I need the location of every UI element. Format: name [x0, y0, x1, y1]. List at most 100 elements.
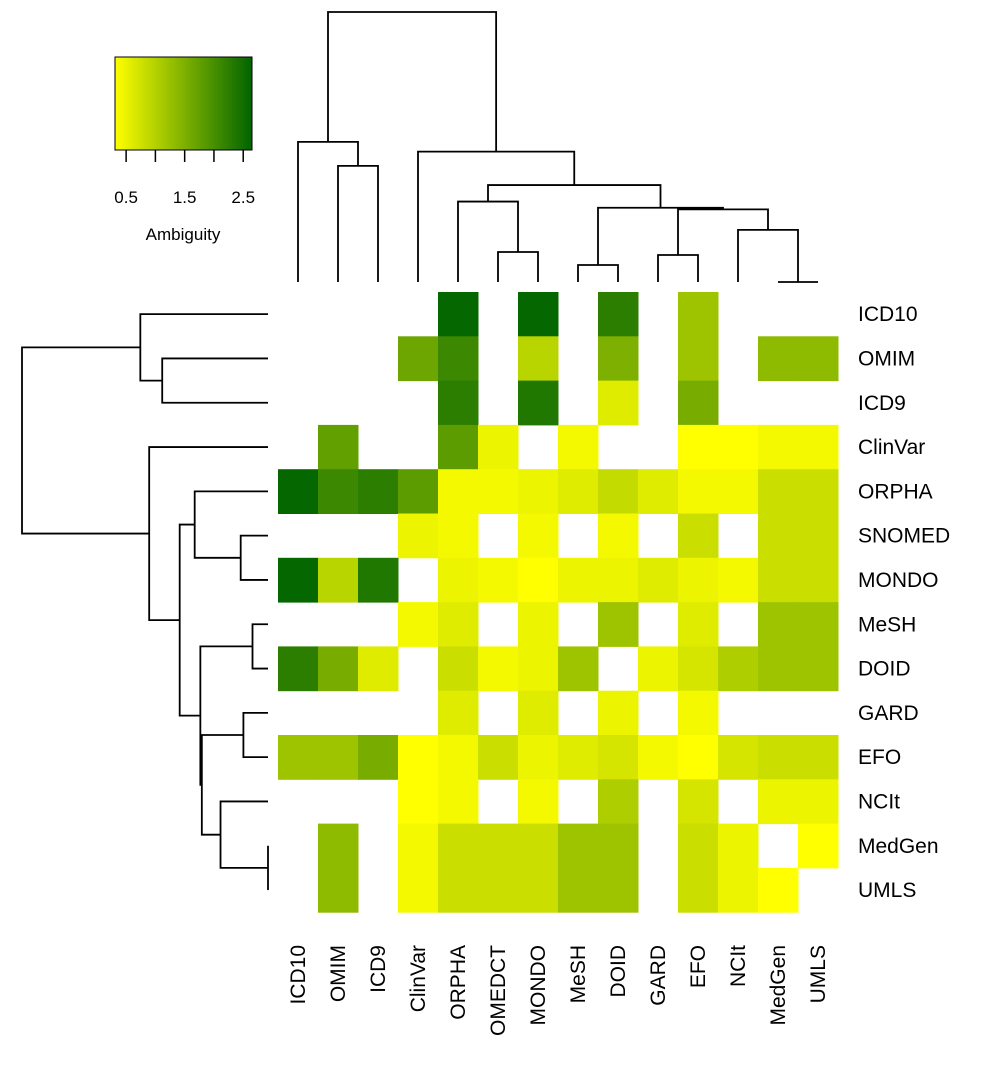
column-label: OMEDCT [487, 945, 510, 1036]
heatmap-cell-GARD-EFO [678, 690, 719, 736]
heatmap-cell-UMLS-EFO [678, 867, 719, 913]
heatmap-cell-MONDO-DOID [598, 557, 639, 603]
row-label: ORPHA [858, 480, 933, 503]
heatmap-cell-ORPHA-MedGen [758, 469, 799, 514]
heatmap-cell-SNOMED-EFO [678, 513, 719, 559]
dendrogram-branch [497, 251, 539, 282]
heatmap-cell-MedGen-OMEDCT [478, 823, 519, 869]
heatmap-cell-DOID-ICD10 [278, 646, 319, 692]
heatmap-cell-ClinVar-NCIt [718, 424, 759, 470]
column-label: MeSH [567, 945, 590, 1003]
dendrogram-branch [737, 228, 799, 282]
heatmap-cell-GARD-ORPHA [438, 690, 479, 736]
heatmap-cell-EFO-EFO [678, 735, 719, 780]
heatmap-cell-MeSH-UMLS [798, 602, 839, 647]
heatmap-cell-UMLS-NCIt [718, 867, 759, 913]
heatmap-cell-ClinVar-OMEDCT [478, 424, 519, 470]
heatmap-cell-EFO-ICD10 [278, 735, 319, 780]
row-label: EFO [858, 746, 901, 769]
heatmap-cell-DOID-ICD9 [358, 646, 399, 692]
dendrogram-branch [219, 800, 268, 869]
heatmap-cell-MONDO-OMIM [318, 557, 359, 603]
heatmap-cell-DOID-MedGen [758, 646, 799, 692]
dendrogram-branch [139, 313, 268, 382]
row-dendrogram [21, 313, 269, 891]
heatmap-cell-SNOMED-ClinVar [398, 513, 439, 559]
dendrogram-branch [657, 254, 699, 282]
heatmap-cell-MedGen-MeSH [558, 823, 599, 869]
dendrogram-branch [178, 523, 201, 717]
row-label: GARD [858, 702, 919, 725]
heatmap-cell-EFO-MeSH [558, 735, 599, 780]
heatmap-cell-MedGen-OMIM [318, 823, 359, 869]
dendrogram-branch [193, 490, 268, 559]
heatmap-cell-NCIt-ClinVar [398, 779, 439, 825]
heatmap-cell-ORPHA-UMLS [798, 469, 839, 514]
heatmap-cell-ORPHA-GARD [638, 469, 679, 514]
heatmap-cell-MONDO-NCIt [718, 557, 759, 603]
heatmap-cell-ClinVar-OMIM [318, 424, 359, 470]
heatmap-cell-SNOMED-DOID [598, 513, 639, 559]
dendrogram-branch [199, 645, 253, 786]
heatmap-cell-MONDO-MeSH [558, 557, 599, 603]
heatmap-cell-DOID-NCIt [718, 646, 759, 692]
heatmap-cell-OMIM-EFO [678, 336, 719, 382]
row-label: ICD10 [858, 303, 918, 326]
dendrogram-branch [337, 165, 379, 282]
dendrogram-branch [242, 711, 268, 759]
heatmap-cell-GARD-DOID [598, 690, 639, 736]
column-label: EFO [687, 945, 710, 988]
heatmap-cell-MeSH-ClinVar [398, 602, 439, 647]
heatmap-cell-UMLS-MedGen [758, 867, 799, 913]
heatmap-cell-ICD10-EFO [678, 292, 719, 337]
heatmap-cell-DOID-OMIM [318, 646, 359, 692]
heatmap-cell-EFO-DOID [598, 735, 639, 780]
heatmap-cells [278, 292, 839, 913]
dendrogram-branch [577, 264, 619, 282]
row-label: SNOMED [858, 525, 950, 548]
heatmap-cell-MONDO-OMEDCT [478, 557, 519, 603]
heatmap-cell-ORPHA-ClinVar [398, 469, 439, 514]
heatmap-cell-ICD10-MONDO [518, 292, 559, 337]
heatmap-cell-OMIM-ORPHA [438, 336, 479, 382]
heatmap-cell-EFO-ICD9 [358, 735, 399, 780]
heatmap-cell-DOID-EFO [678, 646, 719, 692]
heatmap-cell-EFO-NCIt [718, 735, 759, 780]
heatmap-cell-NCIt-MedGen [758, 779, 799, 825]
heatmap-cell-MedGen-ClinVar [398, 823, 439, 869]
dendrogram-branch [597, 206, 724, 265]
row-label: NCIt [858, 790, 900, 813]
heatmap-cell-EFO-MedGen [758, 735, 799, 780]
heatmap-cell-MeSH-MONDO [518, 602, 559, 647]
heatmap-cell-EFO-ClinVar [398, 735, 439, 780]
legend-tick-label: 1.5 [173, 188, 197, 207]
column-label: ORPHA [447, 945, 470, 1020]
heatmap-cell-EFO-GARD [638, 735, 679, 780]
heatmap-cell-NCIt-EFO [678, 779, 719, 825]
dendrogram-branch [148, 446, 268, 621]
dendrogram-branch [417, 150, 576, 282]
heatmap-cell-MedGen-EFO [678, 823, 719, 869]
column-labels: ICD10 OMIM ICD9 ClinVar ORPHA OMEDCT MONDO MeSH… [287, 945, 830, 1036]
heatmap-cell-MONDO-MONDO [518, 557, 559, 603]
column-label: OMIM [327, 945, 350, 1002]
heatmap-cell-MeSH-ORPHA [438, 602, 479, 647]
row-label: MedGen [858, 835, 939, 858]
heatmap-cell-EFO-OMIM [318, 735, 359, 780]
heatmap-cell-ORPHA-ICD9 [358, 469, 399, 514]
column-label: UMLS [807, 945, 830, 1003]
heatmap-cell-UMLS-ClinVar [398, 867, 439, 913]
heatmap-cell-EFO-MONDO [518, 735, 559, 780]
heatmap-cell-MONDO-UMLS [798, 557, 839, 603]
heatmap-cell-DOID-UMLS [798, 646, 839, 692]
row-label: ClinVar [858, 436, 925, 459]
heatmap-cell-UMLS-ORPHA [438, 867, 479, 913]
heatmap-cell-ORPHA-OMEDCT [478, 469, 519, 514]
heatmap-cell-SNOMED-MONDO [518, 513, 559, 559]
row-label: MeSH [858, 613, 916, 636]
dendrogram-branch [21, 346, 150, 535]
heatmap-cell-MeSH-MedGen [758, 602, 799, 647]
column-label: GARD [647, 945, 670, 1006]
heatmap-cell-ORPHA-ICD10 [278, 469, 319, 514]
heatmap-cell-MONDO-ICD10 [278, 557, 319, 603]
